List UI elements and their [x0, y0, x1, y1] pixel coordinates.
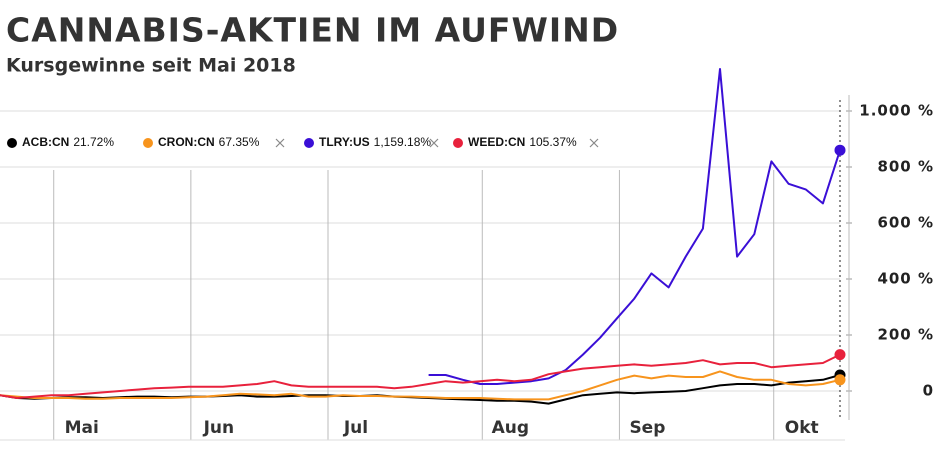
legend-value: 1,159.18%	[374, 135, 432, 149]
legend-label: WEED:CN	[468, 135, 525, 149]
grid: 0 200 % 400 % 600 % 800 % 1.000 % Mai Jun Jul Aug…	[0, 95, 934, 441]
legend-swatch	[304, 138, 314, 148]
x-tick-label: Jun	[203, 418, 235, 438]
x-tick-label: Sep	[629, 418, 665, 438]
end-point	[834, 144, 846, 156]
end-point	[834, 349, 846, 361]
legend-swatch	[453, 138, 463, 148]
y-tick-label: 400 %	[877, 270, 934, 288]
plot	[0, 68, 846, 405]
legend-swatch	[7, 138, 17, 148]
series-line	[0, 374, 841, 405]
series-line	[0, 353, 841, 399]
chart-title: CANNABIS-AKTIEN IM AUFWIND	[6, 11, 619, 50]
x-tick-label: Okt	[785, 418, 819, 438]
y-tick-label: 800 %	[877, 158, 934, 176]
legend-label: CRON:CN	[158, 135, 215, 149]
x-tick-label: Jul	[343, 418, 368, 438]
legend-value: 21.72%	[73, 135, 114, 149]
legend-label: TLRY:US	[319, 135, 370, 149]
y-tick-label: 0	[923, 382, 934, 400]
y-tick-label: 600 %	[877, 214, 934, 232]
x-tick-label: Mai	[65, 418, 99, 438]
legend: ACB:CN 21.72% CRON:CN 67.35% TLRY:US 1,159.18…	[0, 130, 610, 156]
chart-subtitle: Kursgewinne seit Mai 2018	[6, 55, 296, 77]
y-tick-label: 1.000 %	[859, 102, 934, 120]
legend-label: ACB:CN	[22, 135, 69, 149]
series-line	[428, 68, 841, 385]
legend-value: 67.35%	[219, 135, 260, 149]
end-point	[834, 374, 846, 386]
legend-close	[429, 138, 439, 148]
y-tick-label: 200 %	[877, 326, 934, 344]
legend-swatch	[143, 138, 153, 148]
legend-close	[589, 138, 599, 148]
series-line	[0, 370, 841, 401]
legend-close	[275, 138, 285, 148]
legend-value: 105.37%	[529, 135, 577, 149]
x-tick-label: Aug	[492, 418, 529, 438]
